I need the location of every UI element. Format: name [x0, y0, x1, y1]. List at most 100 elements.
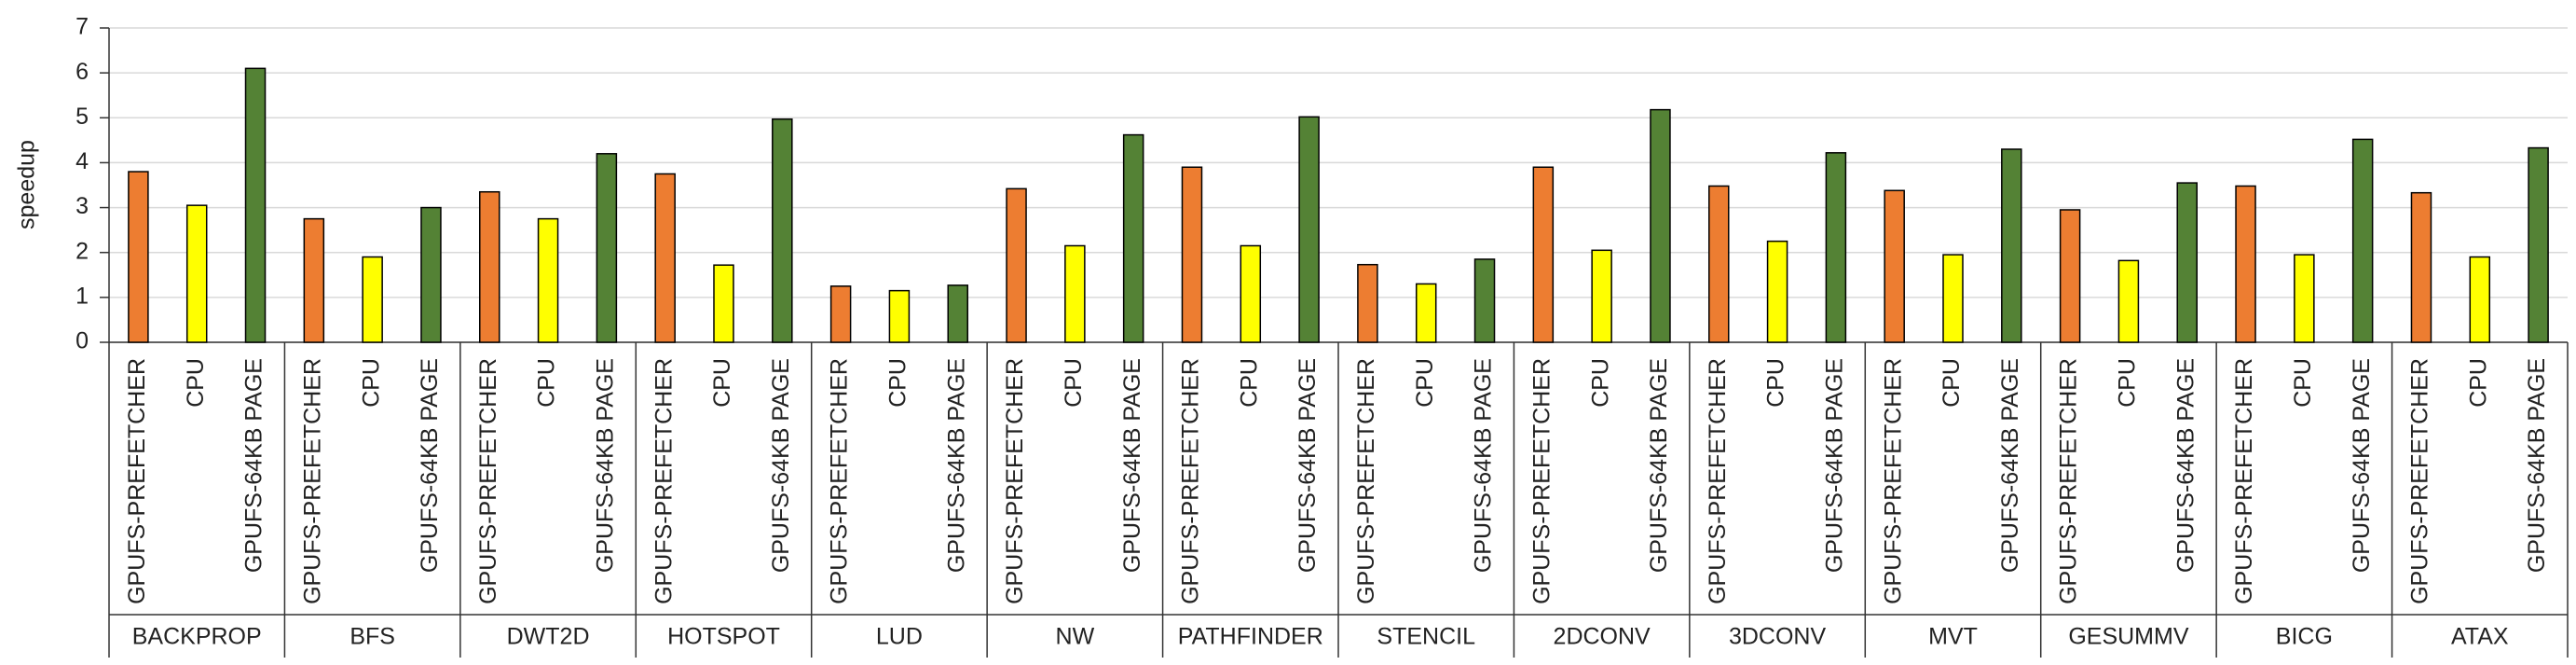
group-label: GESUMMV — [2068, 624, 2189, 650]
bar — [2235, 185, 2256, 343]
sub-category-label: CPU — [183, 358, 209, 408]
sub-category-label: GPUFS-64KB PAGE — [2349, 358, 2375, 573]
sub-category-label: CPU — [709, 358, 735, 408]
bar — [1122, 133, 1144, 343]
sub-category-label: CPU — [1236, 358, 1262, 408]
sub-category-label: CPU — [358, 358, 384, 408]
y-tick-label: 2 — [75, 238, 89, 264]
group-label: HOTSPOT — [667, 624, 780, 650]
bar — [303, 217, 325, 343]
bar — [2469, 256, 2491, 343]
sub-category-label: GPUFS-64KB PAGE — [2172, 358, 2199, 573]
sub-category-label: GPUFS-64KB PAGE — [1646, 358, 1672, 573]
sub-category-label: GPUFS-PREFETCHER — [1178, 358, 1204, 604]
sub-category-label: GPUFS-64KB PAGE — [1471, 358, 1497, 573]
bar — [1591, 249, 1612, 343]
bar — [1942, 254, 1964, 343]
bar — [1006, 187, 1027, 343]
y-tick-label: 7 — [75, 14, 89, 40]
y-tick-label: 1 — [75, 283, 89, 309]
sub-category-label: GPUFS-64KB PAGE — [943, 358, 969, 573]
bar — [1473, 258, 1496, 343]
sub-category-label: GPUFS-PREFETCHER — [1002, 358, 1028, 604]
sub-category-label: GPUFS-64KB PAGE — [1821, 358, 1847, 573]
bar — [1825, 152, 1847, 343]
group-label: PATHFINDER — [1178, 624, 1323, 650]
bar — [2117, 259, 2140, 343]
sub-category-label: GPUFS-PREFETCHER — [124, 358, 150, 604]
bar — [1650, 108, 1671, 343]
y-tick-label: 6 — [75, 59, 89, 85]
sub-category-label: CPU — [2290, 358, 2316, 408]
sub-category-label: CPU — [1763, 358, 1789, 408]
bar — [1064, 244, 1086, 343]
y-tick-label: 3 — [75, 193, 89, 219]
sub-category-label: GPUFS-PREFETCHER — [1528, 358, 1555, 604]
group-label: 2DCONV — [1554, 624, 1651, 650]
sub-category-label: CPU — [2115, 358, 2141, 408]
y-tick-label: 5 — [75, 104, 89, 130]
bar — [479, 190, 500, 343]
bar — [2059, 209, 2081, 343]
sub-category-label: CPU — [1587, 358, 1613, 408]
bar — [537, 217, 559, 343]
sub-category-label: GPUFS-64KB PAGE — [241, 358, 267, 573]
bar — [128, 171, 149, 343]
group-label: BACKPROP — [132, 624, 262, 650]
bar — [2001, 148, 2022, 343]
bar — [888, 289, 911, 343]
group-label: 3DCONV — [1729, 624, 1827, 650]
bar — [596, 153, 618, 343]
bar — [1357, 263, 1378, 343]
sub-category-label: GPUFS-PREFETCHER — [2056, 358, 2082, 604]
sub-category-label: GPUFS-64KB PAGE — [417, 358, 443, 573]
bar — [420, 206, 442, 343]
bar — [713, 264, 734, 343]
bar — [2351, 138, 2374, 343]
sub-category-label: GPUFS-PREFETCHER — [651, 358, 677, 604]
y-axis-label: speedup — [14, 140, 40, 229]
bar — [2294, 254, 2315, 343]
bar — [1240, 244, 1262, 343]
sub-category-label: CPU — [534, 358, 560, 408]
bar — [2176, 182, 2198, 343]
bar — [185, 204, 208, 343]
sub-category-label: GPUFS-64KB PAGE — [768, 358, 794, 573]
bar — [1532, 166, 1555, 343]
sub-category-label: GPUFS-PREFETCHER — [2407, 358, 2433, 604]
bar — [947, 284, 968, 343]
bar — [1181, 166, 1203, 343]
sub-category-label: CPU — [1412, 358, 1438, 408]
bar — [772, 118, 793, 343]
group-label: BFS — [349, 624, 395, 650]
bar — [1766, 240, 1788, 343]
sub-category-label: GPUFS-PREFETCHER — [827, 358, 853, 604]
bar — [1708, 185, 1730, 343]
sub-category-label: GPUFS-64KB PAGE — [2524, 358, 2550, 573]
sub-category-label: GPUFS-PREFETCHER — [2231, 358, 2257, 604]
sub-category-label: CPU — [885, 358, 911, 408]
group-label: LUD — [876, 624, 923, 650]
bar — [2528, 146, 2549, 343]
bar — [1415, 283, 1437, 343]
sub-category-label: GPUFS-PREFETCHER — [1880, 358, 1906, 604]
bar — [654, 173, 676, 343]
y-tick-label: 0 — [75, 328, 89, 354]
group-label: STENCIL — [1377, 624, 1475, 650]
sub-category-label: GPUFS-64KB PAGE — [1997, 358, 2023, 573]
bar — [1884, 189, 1905, 343]
bar — [829, 285, 852, 343]
group-label: MVT — [1928, 624, 1978, 650]
bar — [362, 256, 383, 343]
bar — [1298, 116, 1320, 343]
sub-category-label: CPU — [1061, 358, 1087, 408]
sub-category-label: GPUFS-PREFETCHER — [475, 358, 501, 604]
group-label: NW — [1056, 624, 1095, 650]
sub-category-label: GPUFS-PREFETCHER — [1705, 358, 1731, 604]
sub-category-label: GPUFS-64KB PAGE — [592, 358, 618, 573]
sub-category-label: GPUFS-64KB PAGE — [1119, 358, 1145, 573]
y-tick-label: 4 — [75, 148, 89, 174]
bar — [244, 67, 267, 343]
sub-category-label: CPU — [1939, 358, 1965, 408]
